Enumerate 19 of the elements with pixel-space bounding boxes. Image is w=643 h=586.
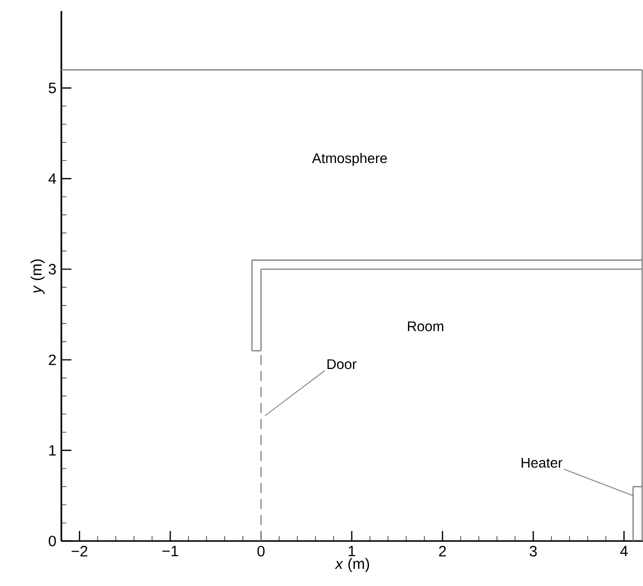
x-tick-label: 1	[348, 546, 356, 556]
y-tick-label: 0	[48, 536, 56, 546]
annotation: Room	[408, 321, 444, 332]
annotation: Atmosphere	[312, 152, 387, 166]
y-tick-label: 4	[48, 173, 56, 184]
x-tick-label: −2	[72, 546, 88, 556]
annotation: Door	[328, 359, 356, 370]
y-tick-label: 1	[49, 445, 56, 456]
x-tick-label: −1	[162, 546, 178, 556]
y-tick-label: 3	[48, 264, 56, 274]
x-tick-label: 0	[257, 546, 265, 556]
x-axis-title: x (m)	[334, 558, 370, 572]
annotation: Heater	[522, 458, 562, 468]
y-axis-title: y (m)	[30, 259, 45, 294]
y-tick-label: 5	[48, 82, 56, 94]
x-tick-label: 2	[439, 546, 446, 556]
x-tick-label: 4	[620, 546, 628, 556]
x-tick-label: 3	[530, 546, 537, 556]
y-tick-label: 2	[48, 354, 56, 366]
